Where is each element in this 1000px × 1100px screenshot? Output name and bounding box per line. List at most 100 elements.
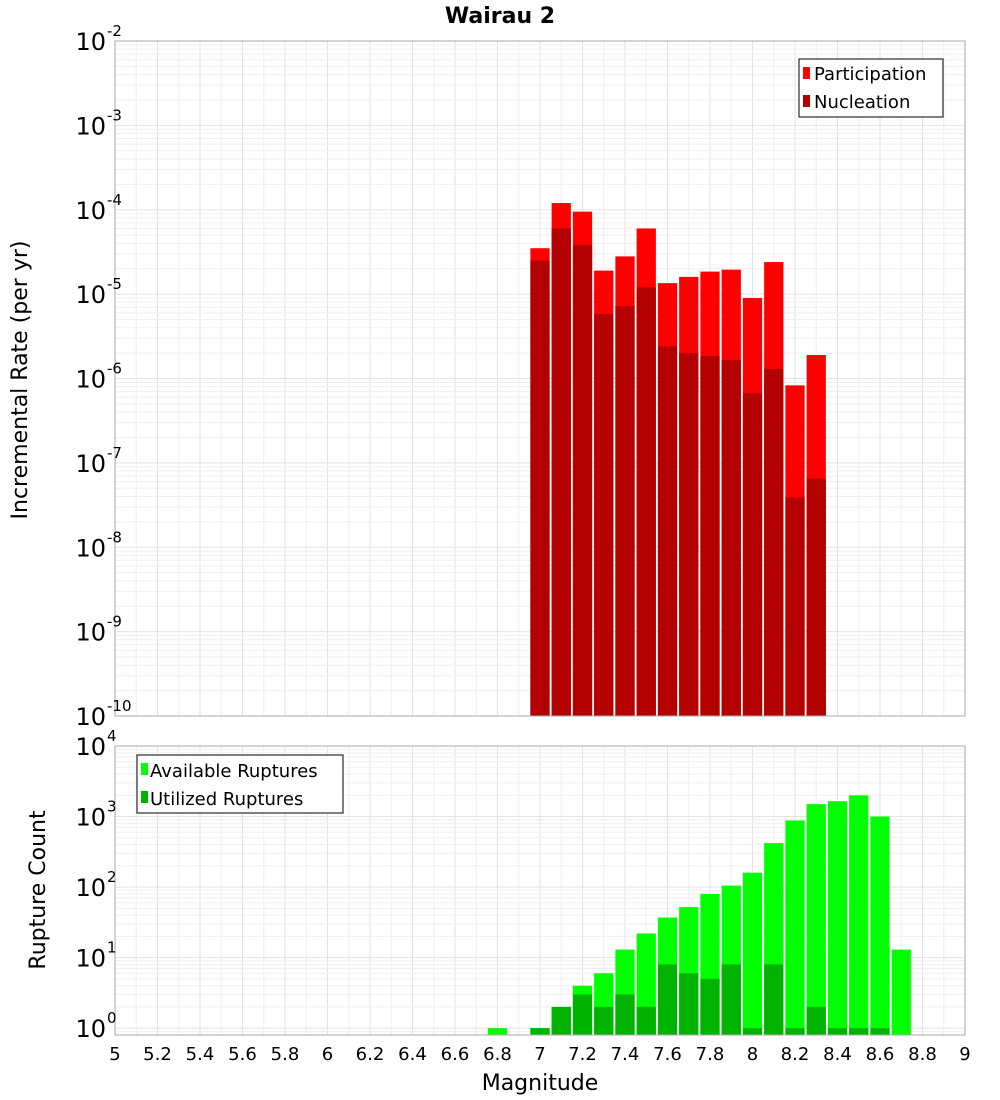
- bottom-bar-available-ruptures: [785, 820, 805, 1035]
- svg-text:10: 10: [75, 619, 106, 647]
- legend-label-nucleation: Nucleation: [814, 92, 910, 113]
- bottom-bar-utilized-ruptures: [700, 978, 720, 1035]
- bottom-panel-bars: [487, 795, 911, 1035]
- bottom-bar-utilized-ruptures: [870, 1028, 890, 1035]
- svg-text:10: 10: [75, 197, 106, 225]
- top-panel-y-ticks: 10-210-310-410-510-610-710-810-910-10: [75, 22, 131, 731]
- x-tick-label: 7.4: [611, 1044, 640, 1065]
- top-panel-legend: Participation Nucleation: [798, 58, 944, 118]
- legend-label-utilized: Utilized Ruptures: [150, 789, 303, 810]
- x-tick-label: 9: [959, 1044, 970, 1065]
- bottom-bar-utilized-ruptures: [849, 1028, 869, 1035]
- svg-text:-9: -9: [107, 613, 122, 631]
- bottom-bar-utilized-ruptures: [827, 1028, 848, 1035]
- top-bar-nucleation: [551, 228, 571, 716]
- top-panel-frame: [114, 40, 966, 717]
- top-y-axis-label: Incremental Rate (per yr): [8, 241, 33, 520]
- bottom-bar-utilized-ruptures: [551, 1006, 571, 1035]
- svg-text:3: 3: [107, 798, 117, 816]
- x-tick-label: 5.6: [228, 1044, 257, 1065]
- bottom-bar-utilized-ruptures: [721, 964, 741, 1035]
- top-panel-bars: [530, 203, 826, 717]
- bottom-y-axis-label: Rupture Count: [26, 810, 51, 970]
- chart-title: Wairau 2: [445, 4, 555, 29]
- x-tick-label: 6.6: [441, 1044, 470, 1065]
- y-tick-label: 10 -8: [75, 528, 122, 562]
- svg-text:10: 10: [75, 804, 106, 832]
- legend-swatch-nucleation: [803, 95, 810, 107]
- y-tick-label: 10 -5: [75, 275, 122, 309]
- top-bar-nucleation: [764, 368, 784, 716]
- y-tick-label: 10 3: [75, 798, 116, 832]
- svg-text:-7: -7: [107, 444, 122, 462]
- x-tick-label: 8: [747, 1044, 758, 1065]
- x-tick-label: 7.8: [696, 1044, 725, 1065]
- x-axis-label: Magnitude: [482, 1071, 599, 1096]
- top-bar-nucleation: [594, 314, 614, 716]
- svg-text:10: 10: [75, 534, 106, 562]
- svg-text:10: 10: [75, 366, 106, 394]
- x-tick-label: 8.6: [866, 1044, 895, 1065]
- y-tick-label: 10 -9: [75, 613, 122, 647]
- x-tick-label: 5.2: [143, 1044, 172, 1065]
- bottom-bar-available-ruptures: [827, 801, 848, 1035]
- top-legend-box: [798, 58, 944, 118]
- bottom-bar-available-ruptures: [891, 949, 911, 1035]
- svg-text:4: 4: [107, 727, 117, 745]
- bottom-bar-available-ruptures: [870, 816, 890, 1035]
- y-tick-label: 10 1: [75, 939, 116, 973]
- bottom-bar-available-ruptures: [849, 795, 869, 1035]
- bottom-bar-available-ruptures: [806, 804, 826, 1035]
- svg-text:10: 10: [75, 112, 106, 140]
- bottom-bar-utilized-ruptures: [742, 1028, 763, 1035]
- bottom-bar-utilized-ruptures: [530, 1028, 550, 1035]
- x-tick-label: 5.8: [271, 1044, 300, 1065]
- svg-text:1: 1: [107, 939, 117, 957]
- svg-text:10: 10: [75, 28, 106, 56]
- x-tick-label: 6.4: [398, 1044, 427, 1065]
- bottom-bar-utilized-ruptures: [636, 1006, 656, 1035]
- svg-text:0: 0: [107, 1009, 117, 1027]
- top-bar-nucleation: [615, 306, 635, 716]
- bottom-bar-available-ruptures: [487, 1028, 508, 1035]
- x-axis-ticks: 5 5.2 5.4 5.6 5.8 6 6.2 6.4 6.6 6.8 7 7.2 7.4 7.6 7.8 8…: [109, 1044, 970, 1065]
- svg-text:-6: -6: [107, 360, 122, 378]
- top-bar-nucleation: [742, 393, 763, 716]
- top-bar-nucleation: [721, 360, 741, 716]
- svg-text:-4: -4: [107, 191, 122, 209]
- y-tick-label: 10 0: [75, 1009, 116, 1043]
- svg-text:10: 10: [75, 874, 106, 902]
- x-tick-label: 5.4: [186, 1044, 215, 1065]
- y-tick-label: 10 4: [75, 727, 116, 761]
- y-tick-label: 10 -6: [75, 360, 122, 394]
- svg-text:2: 2: [107, 868, 117, 886]
- bottom-bar-utilized-ruptures: [785, 1028, 805, 1035]
- bottom-bar-utilized-ruptures: [764, 964, 784, 1035]
- bottom-bar-available-ruptures: [742, 872, 763, 1035]
- svg-text:10: 10: [75, 1015, 106, 1043]
- svg-text:10: 10: [75, 945, 106, 973]
- bottom-panel-legend: Available Ruptures Utilized Ruptures: [136, 754, 344, 814]
- legend-swatch-participation: [803, 67, 810, 79]
- y-tick-label: 10 -4: [75, 191, 122, 225]
- bottom-panel-frame: [114, 745, 966, 1036]
- x-tick-label: 8.2: [781, 1044, 810, 1065]
- svg-text:10: 10: [75, 450, 106, 478]
- svg-text:-3: -3: [107, 106, 122, 124]
- x-tick-label: 8.8: [908, 1044, 937, 1065]
- svg-text:-2: -2: [107, 22, 122, 40]
- svg-text:10: 10: [75, 703, 106, 731]
- top-bar-nucleation: [530, 260, 550, 716]
- bottom-bar-utilized-ruptures: [657, 964, 678, 1035]
- top-bar-nucleation: [572, 245, 593, 717]
- bottom-bar-utilized-ruptures: [594, 1006, 614, 1035]
- svg-text:-8: -8: [107, 528, 122, 546]
- top-bar-nucleation: [657, 346, 678, 716]
- x-tick-label: 7: [534, 1044, 545, 1065]
- bottom-bar-utilized-ruptures: [615, 994, 635, 1035]
- svg-text:10: 10: [75, 733, 106, 761]
- bottom-bar-utilized-ruptures: [679, 973, 699, 1035]
- x-tick-label: 6.8: [483, 1044, 512, 1065]
